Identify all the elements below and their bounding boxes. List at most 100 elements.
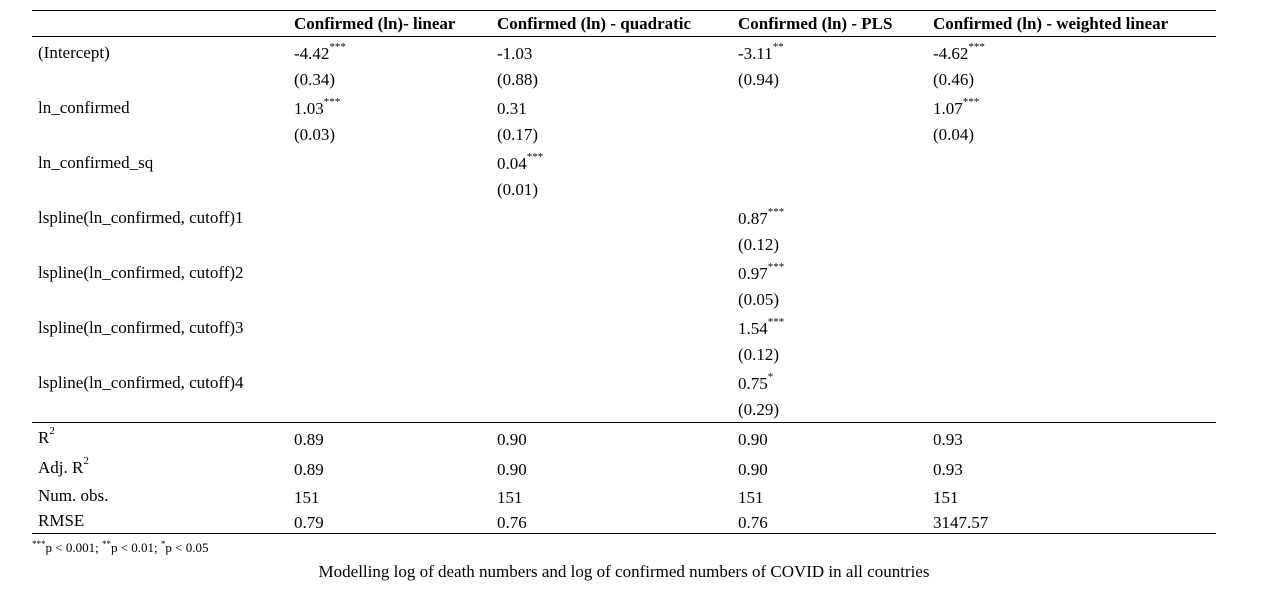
standard-error-cell: (0.88) (497, 70, 538, 90)
top-rule (32, 10, 1216, 11)
stat-value: 0.90 (497, 430, 527, 450)
stat-value: 0.90 (497, 460, 527, 480)
significance-stars: *** (323, 96, 341, 109)
standard-error-value: (0.46) (933, 70, 975, 89)
standard-error-value: (0.04) (933, 125, 975, 144)
stat-value-text: 3147.57 (933, 513, 989, 532)
stat-value: 0.76 (497, 513, 527, 533)
coefficient-cell: 0.04*** (497, 151, 544, 174)
row-label-text: lspline(ln_confirmed, cutoff)4 (38, 373, 244, 392)
note-sup-2: ** (101, 538, 111, 549)
coefficient-value: 1.07 (933, 99, 963, 118)
stat-value: 0.89 (294, 430, 324, 450)
stat-value-text: 0.90 (738, 430, 768, 449)
stat-value-text: 0.90 (497, 430, 527, 449)
standard-error-value: (0.01) (497, 180, 539, 199)
significance-stars: *** (767, 316, 785, 329)
note-text-2: p < 0.01; (110, 540, 161, 555)
significance-stars: *** (526, 151, 544, 164)
note-sup-3: * (160, 538, 166, 549)
column-header: Confirmed (ln) - quadratic (497, 14, 691, 34)
standard-error-cell: (0.29) (738, 400, 779, 420)
stat-value-text: 0.93 (933, 430, 963, 449)
coefficient-cell: -1.03 (497, 44, 532, 64)
standard-error-value: (0.88) (497, 70, 539, 89)
coefficient-value: -4.42 (294, 44, 330, 63)
stat-value: 151 (497, 488, 523, 508)
standard-error-cell: (0.12) (738, 345, 779, 365)
stat-label-text: R (38, 428, 50, 447)
standard-error-cell: (0.03) (294, 125, 335, 145)
stat-value-text: 0.79 (294, 513, 324, 532)
standard-error-cell: (0.04) (933, 125, 974, 145)
row-label: ln_confirmed_sq (38, 153, 153, 173)
stat-value: 0.93 (933, 460, 963, 480)
stat-value-text: 0.89 (294, 430, 324, 449)
note-text-1: p < 0.001; (45, 540, 102, 555)
stat-value: 151 (738, 488, 764, 508)
stat-value-text: 151 (933, 488, 959, 507)
column-header: Confirmed (ln) - PLS (738, 14, 892, 34)
standard-error-cell: (0.12) (738, 235, 779, 255)
bottom-rule (32, 533, 1216, 534)
significance-stars: * (767, 371, 774, 384)
coefficient-cell: 1.07*** (933, 97, 979, 119)
coefficient-value: -4.62 (933, 44, 969, 63)
coefficient-value: 0.75 (738, 374, 768, 393)
standard-error-value: (0.12) (738, 345, 780, 364)
stat-value-text: 0.76 (738, 513, 768, 532)
standard-error-cell: (0.05) (738, 290, 779, 310)
stat-value-text: 151 (294, 488, 320, 507)
stat-label-superscript: 2 (49, 425, 55, 438)
stat-label-superscript: 2 (83, 455, 89, 468)
column-header: Confirmed (ln) - weighted linear (933, 14, 1168, 34)
significance-notes: ***p < 0.001; **p < 0.01; *p < 0.05 (32, 538, 209, 556)
column-header-label: Confirmed (ln)- linear (294, 14, 456, 33)
stat-value: 151 (933, 488, 959, 508)
standard-error-value: (0.17) (497, 125, 539, 144)
coefficient-cell: 0.31 (497, 99, 527, 119)
stat-value: 0.90 (738, 460, 768, 480)
row-label-text: (Intercept) (38, 43, 110, 62)
coefficient-value: 0.87 (738, 209, 768, 228)
stat-value-text: 0.93 (933, 460, 963, 479)
stat-value-text: 151 (497, 488, 523, 507)
stat-value: 0.76 (738, 513, 768, 533)
coefficient-cell: 1.03*** (294, 96, 341, 119)
coefficient-value: 1.03 (294, 99, 324, 118)
standard-error-cell: (0.94) (738, 70, 779, 90)
column-header-label: Confirmed (ln) - PLS (738, 14, 893, 33)
row-label: ln_confirmed (38, 98, 130, 118)
stat-label: Adj. R2 (38, 455, 89, 478)
stat-label-text: Adj. R (38, 458, 84, 477)
stat-label: RMSE (38, 511, 84, 531)
standard-error-value: (0.29) (738, 400, 780, 419)
stat-value-text: 0.89 (294, 460, 324, 479)
standard-error-value: (0.34) (294, 70, 336, 89)
header-rule (32, 36, 1216, 37)
coefficient-cell: 0.97*** (738, 262, 784, 284)
stat-value: 0.79 (294, 513, 324, 533)
note-sup-1: *** (32, 538, 46, 549)
row-label: lspline(ln_confirmed, cutoff)1 (38, 208, 244, 228)
row-label-text: lspline(ln_confirmed, cutoff)2 (38, 263, 244, 282)
stat-value: 0.90 (738, 430, 768, 450)
coefficient-value: 0.31 (497, 99, 527, 118)
row-label-text: ln_confirmed_sq (38, 153, 154, 172)
row-label: lspline(ln_confirmed, cutoff)2 (38, 263, 244, 283)
note-text-3: p < 0.05 (165, 540, 209, 555)
coefficient-value: 0.97 (738, 264, 768, 283)
row-label-text: ln_confirmed (38, 98, 130, 117)
stats-rule (32, 422, 1216, 423)
row-label: lspline(ln_confirmed, cutoff)3 (38, 318, 244, 338)
column-header: Confirmed (ln)- linear (294, 14, 455, 34)
coefficient-value: -3.11 (738, 44, 773, 63)
standard-error-value: (0.05) (738, 290, 780, 309)
standard-error-value: (0.03) (294, 125, 336, 144)
table-caption: Modelling log of death numbers and log o… (318, 562, 930, 581)
coefficient-cell: 0.75* (738, 371, 774, 394)
row-label-text: lspline(ln_confirmed, cutoff)3 (38, 318, 244, 337)
coefficient-cell: -4.42*** (294, 42, 346, 64)
significance-stars: *** (968, 41, 985, 54)
column-header-label: Confirmed (ln) - weighted linear (933, 14, 1169, 33)
